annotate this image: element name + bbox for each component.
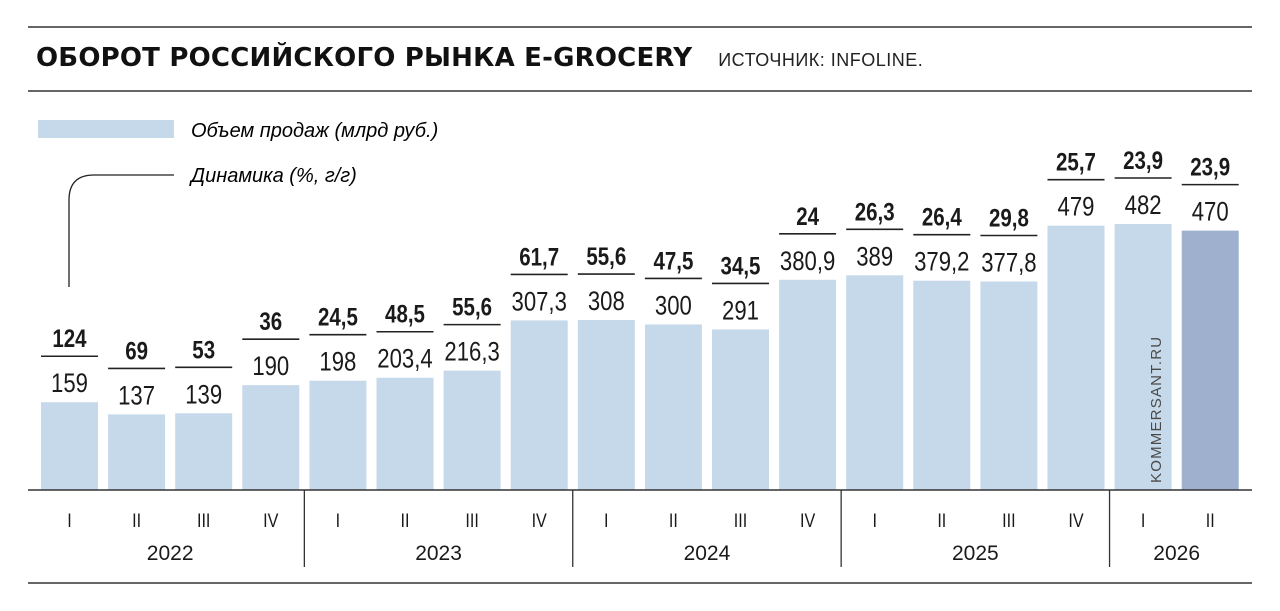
bar bbox=[644, 324, 702, 490]
quarter-tick-label: II bbox=[132, 510, 141, 532]
dynamics-value-label: 26,3 bbox=[855, 197, 895, 225]
sales-value-label: 291 bbox=[722, 296, 759, 326]
quarter-tick-label: II bbox=[401, 510, 410, 532]
dynamics-value-label: 47,5 bbox=[653, 246, 693, 274]
dynamics-value-label: 55,6 bbox=[452, 293, 492, 321]
sales-value-label: 308 bbox=[588, 287, 625, 317]
sales-value-label: 470 bbox=[1192, 198, 1229, 228]
dynamics-value-label: 61,7 bbox=[519, 242, 559, 270]
quarter-tick-label: II bbox=[669, 510, 678, 532]
quarter-tick-label: I bbox=[336, 510, 340, 532]
dynamics-value-label: 53 bbox=[192, 335, 215, 363]
sales-value-label: 482 bbox=[1125, 191, 1162, 221]
quarter-tick-label: II bbox=[937, 510, 946, 532]
quarter-tick-label: IV bbox=[263, 510, 278, 532]
quarter-tick-label: II bbox=[1206, 510, 1215, 532]
bars-layer bbox=[41, 224, 1239, 490]
sales-value-label: 380,9 bbox=[780, 247, 835, 277]
quarter-tick-label: IV bbox=[800, 510, 815, 532]
dynamics-value-label: 23,9 bbox=[1190, 153, 1230, 181]
quarter-tick-label: III bbox=[1002, 510, 1015, 532]
bar bbox=[980, 281, 1038, 490]
quarter-tick-label: III bbox=[197, 510, 210, 532]
quarter-tick-label: I bbox=[872, 510, 876, 532]
quarter-tick-label: I bbox=[1141, 510, 1145, 532]
sales-value-label: 379,2 bbox=[914, 248, 969, 278]
bar bbox=[175, 413, 233, 490]
chart-title: ОБОРОТ РОССИЙСКОГО РЫНКА E-GROCERY bbox=[36, 43, 693, 73]
sales-value-label: 377,8 bbox=[981, 249, 1036, 279]
dynamics-value-label: 29,8 bbox=[989, 204, 1029, 232]
bar bbox=[1114, 224, 1172, 490]
dynamics-value-label: 25,7 bbox=[1056, 148, 1096, 176]
sales-value-label: 137 bbox=[118, 381, 155, 411]
dynamics-value-label: 36 bbox=[259, 307, 282, 335]
bar bbox=[41, 402, 98, 490]
quarter-tick-label: III bbox=[465, 510, 478, 532]
labels-layer: 159 124 137 69 139 53 190 36 198 24,5 203,4 48,5 216… bbox=[41, 146, 1239, 411]
watermark: KOMMERSANT.RU bbox=[1148, 336, 1165, 483]
bar bbox=[242, 385, 300, 490]
quarter-tick-label: IV bbox=[532, 510, 547, 532]
year-label: 2024 bbox=[684, 542, 731, 565]
sales-value-label: 198 bbox=[319, 348, 356, 378]
sales-value-label: 389 bbox=[856, 242, 893, 272]
dynamics-value-label: 24,5 bbox=[318, 303, 358, 331]
bar bbox=[779, 279, 837, 490]
dynamics-value-label: 69 bbox=[125, 336, 148, 364]
bar bbox=[1181, 230, 1239, 490]
quarter-tick-label: I bbox=[67, 510, 71, 532]
bar bbox=[1047, 225, 1105, 490]
bar bbox=[443, 370, 501, 490]
chart-source: ИСТОЧНИК: INFOLINE. bbox=[718, 50, 924, 70]
sales-value-label: 203,4 bbox=[377, 345, 432, 375]
legend-sales-label: Объем продаж (млрд руб.) bbox=[191, 120, 438, 142]
sales-value-label: 190 bbox=[252, 352, 289, 382]
quarter-tick-label: III bbox=[734, 510, 747, 532]
quarter-tick-label: IV bbox=[1068, 510, 1083, 532]
sales-value-label: 479 bbox=[1058, 193, 1095, 223]
bar bbox=[846, 275, 904, 490]
legend-dynamics-label: Динамика (%, г/г) bbox=[189, 165, 357, 187]
bar bbox=[510, 320, 568, 490]
year-label: 2023 bbox=[415, 542, 462, 565]
sales-value-label: 159 bbox=[51, 369, 88, 399]
title-bar: ОБОРОТ РОССИЙСКОГО РЫНКА E-GROCERY ИСТОЧ… bbox=[36, 43, 923, 73]
legend-sales-swatch bbox=[38, 120, 174, 138]
quarter-tick-label: I bbox=[604, 510, 608, 532]
dynamics-value-label: 23,9 bbox=[1123, 146, 1163, 174]
dynamics-value-label: 24 bbox=[796, 202, 819, 230]
bar bbox=[309, 380, 367, 490]
bar bbox=[712, 329, 769, 490]
sales-value-label: 300 bbox=[655, 291, 692, 321]
dynamics-value-label: 34,5 bbox=[721, 251, 761, 279]
legend-dynamics-leader bbox=[68, 174, 174, 287]
dynamics-value-label: 124 bbox=[52, 324, 86, 352]
year-label: 2022 bbox=[147, 542, 194, 565]
dynamics-value-label: 26,4 bbox=[922, 203, 962, 231]
sales-value-label: 216,3 bbox=[444, 338, 499, 368]
bar bbox=[108, 414, 166, 490]
sales-value-label: 139 bbox=[185, 380, 222, 410]
bar bbox=[376, 377, 434, 490]
year-label: 2026 bbox=[1153, 542, 1200, 565]
year-label: 2025 bbox=[952, 542, 999, 565]
dynamics-value-label: 55,6 bbox=[586, 242, 626, 270]
sales-value-label: 307,3 bbox=[512, 287, 567, 317]
dynamics-value-label: 48,5 bbox=[385, 300, 425, 328]
bar bbox=[577, 320, 635, 490]
bar bbox=[913, 280, 971, 490]
